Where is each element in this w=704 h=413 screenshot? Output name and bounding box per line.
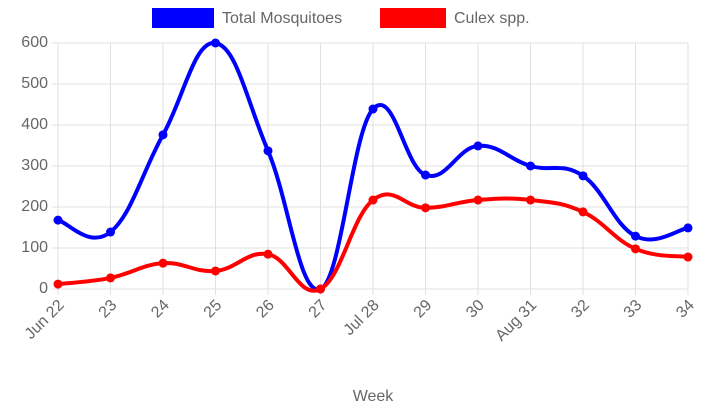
x-tick-label: Jul 28: [341, 297, 383, 339]
point: [421, 170, 430, 180]
point: [263, 146, 273, 156]
point: [578, 171, 588, 181]
x-tick-label: 29: [411, 297, 436, 322]
x-tick-label: 32: [568, 297, 593, 322]
point: [368, 195, 378, 205]
point: [421, 203, 430, 213]
y-tick-label: 300: [21, 157, 48, 174]
point: [211, 38, 220, 48]
point: [158, 258, 168, 268]
point: [683, 223, 693, 233]
y-tick-label: 100: [21, 239, 48, 256]
legend-label: Total Mosquitoes: [222, 10, 342, 27]
point: [106, 273, 115, 283]
point: [53, 279, 63, 289]
x-tick-label: 24: [148, 297, 173, 322]
point: [578, 207, 588, 217]
point: [526, 195, 535, 205]
point: [53, 215, 63, 225]
x-tick-label: 30: [463, 297, 488, 322]
x-axis-title: Week: [353, 388, 395, 405]
legend-label: Culex spp.: [454, 10, 530, 27]
point: [683, 252, 693, 262]
x-tick-label: Aug 31: [492, 297, 540, 345]
point: [473, 141, 483, 151]
x-tick-label: 26: [253, 297, 278, 322]
point: [631, 231, 640, 241]
point: [316, 284, 325, 294]
point: [631, 244, 640, 254]
point: [158, 130, 168, 140]
x-tick-label: 33: [621, 297, 646, 322]
x-tick-label: 23: [96, 297, 121, 322]
x-tick-label: 25: [201, 297, 226, 322]
y-tick-label: 500: [21, 75, 48, 92]
point: [526, 161, 535, 171]
y-tick-label: 600: [21, 34, 48, 51]
y-tick-label: 400: [21, 116, 48, 133]
point: [473, 195, 483, 205]
point: [106, 227, 115, 237]
x-tick-label: 27: [306, 297, 331, 322]
x-tick-label: 34: [673, 297, 698, 322]
legend-swatch: [380, 8, 446, 28]
point: [211, 266, 220, 276]
point: [368, 104, 378, 114]
x-tick-label: Jun 22: [22, 297, 68, 343]
y-tick-label: 0: [39, 280, 48, 297]
legend-swatch: [152, 8, 214, 28]
point: [263, 249, 273, 259]
y-tick-label: 200: [21, 198, 48, 215]
